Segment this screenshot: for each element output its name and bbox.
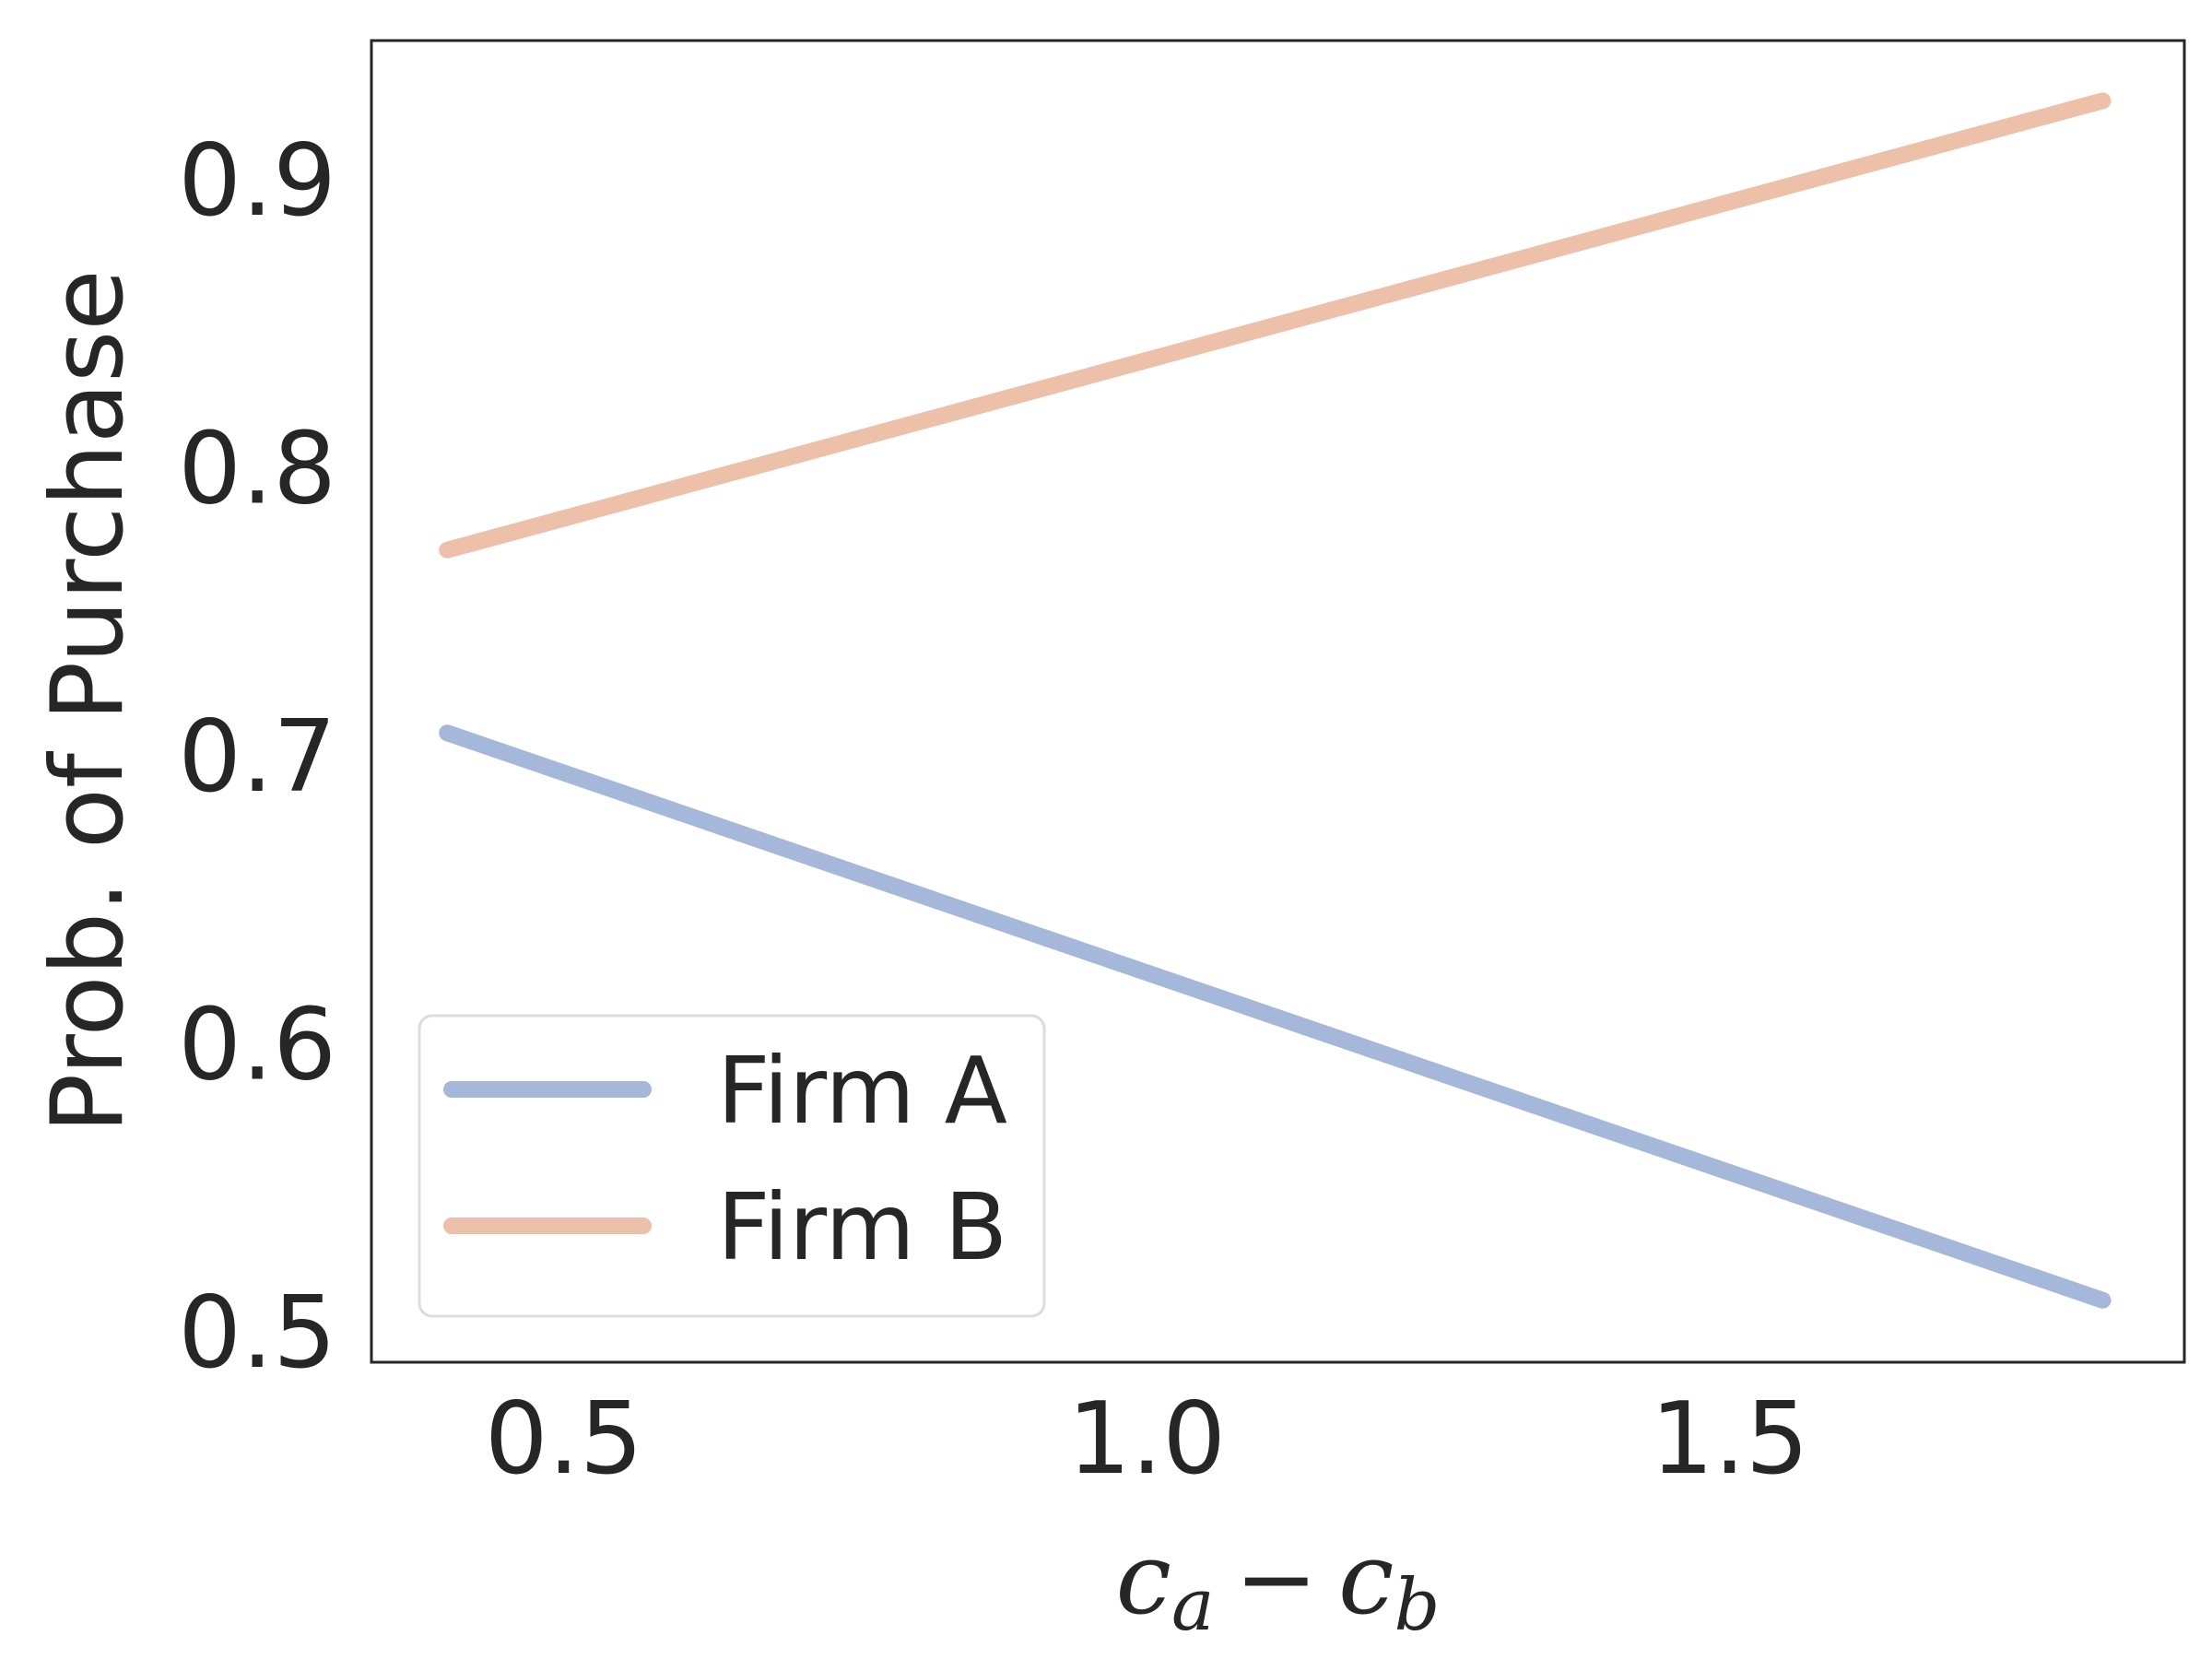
legend: Firm A Firm B — [418, 1014, 1046, 1318]
x-axis-ticks: 0.5 1.0 1.5 — [485, 1382, 1809, 1497]
x-tick-label: 1.0 — [1067, 1382, 1226, 1497]
legend-items: Firm A Firm B — [443, 1037, 1007, 1281]
x-axis-label-sub-a: a — [1171, 1564, 1215, 1647]
y-axis-label: Prob. of Purchase — [30, 269, 146, 1133]
y-tick-label: 0.9 — [178, 124, 336, 239]
y-tick-label: 0.5 — [178, 1276, 336, 1391]
x-axis-label: ca − cb — [1116, 1522, 1441, 1647]
x-axis-label-sub-b: b — [1394, 1564, 1441, 1647]
y-tick-label: 0.8 — [178, 412, 336, 527]
legend-label-firm-b: Firm B — [717, 1173, 1007, 1281]
series-line-firm-b — [439, 92, 2112, 559]
x-axis-label-c2: c — [1338, 1522, 1394, 1637]
x-tick-label: 0.5 — [485, 1382, 643, 1497]
y-tick-label: 0.7 — [178, 700, 336, 815]
legend-label-firm-a: Firm A — [717, 1037, 1007, 1145]
x-tick-label: 1.5 — [1651, 1382, 1809, 1497]
x-axis-label-c1: c — [1116, 1522, 1172, 1637]
y-axis-ticks: 0.5 0.6 0.7 0.8 0.9 — [178, 124, 336, 1391]
y-tick-label: 0.6 — [178, 988, 336, 1103]
plot-frame — [370, 39, 2186, 1364]
series-line-firm-a — [439, 724, 2112, 1309]
x-axis-label-minus: − — [1235, 1522, 1319, 1637]
series-layer — [439, 92, 2112, 1309]
